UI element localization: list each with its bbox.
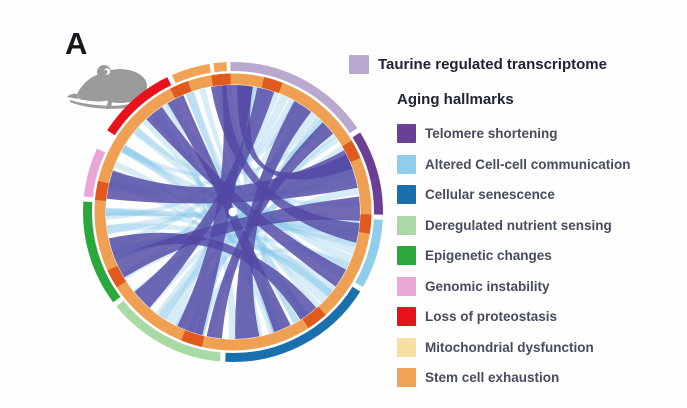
panel-label: A xyxy=(65,26,88,61)
taurine-label: Taurine regulated transcriptome xyxy=(378,56,607,73)
legend-item-label: Altered Cell-cell communication xyxy=(425,156,631,172)
outer-arc xyxy=(352,132,383,215)
legend-item-label: Telomere shortening xyxy=(425,126,558,141)
chord-blue xyxy=(142,118,300,324)
legend-item-label: Stem cell exhaustion xyxy=(425,370,560,385)
chord-blue xyxy=(185,91,308,320)
chord-blue xyxy=(107,102,305,194)
chord-blue xyxy=(121,145,355,255)
chord-purple xyxy=(134,87,275,308)
chord-purple xyxy=(206,122,334,339)
legend-item: Altered Cell-cell communication xyxy=(397,154,684,174)
chord-purple xyxy=(106,150,358,204)
inner-ring-block xyxy=(261,77,283,93)
legend-item: Cellular senescence xyxy=(397,185,684,204)
outer-arc xyxy=(83,148,106,198)
legend-swatch xyxy=(397,246,416,265)
chord-blue xyxy=(106,168,356,235)
legend-item-label: Loss of proteostasis xyxy=(425,309,558,324)
outer-arc xyxy=(83,201,121,303)
chord-blue xyxy=(106,223,334,297)
legend-item-label: Epigenetic changes xyxy=(425,248,552,263)
outer-arc xyxy=(116,300,221,362)
legend-swatch xyxy=(397,276,416,296)
outer-arc xyxy=(230,62,358,134)
legend-item: Deregulated nutrient sensing xyxy=(397,215,684,235)
legend-item-label: Genomic instability xyxy=(425,278,550,294)
chord-blue xyxy=(145,136,339,309)
legend: Taurine regulated transcriptome Aging ha… xyxy=(349,55,684,387)
legend-swatch xyxy=(397,215,416,235)
legend-item: Telomere shortening xyxy=(397,124,684,143)
chord-blue xyxy=(151,109,238,339)
chord-blue xyxy=(120,144,328,304)
legend-swatch xyxy=(397,154,416,174)
legend-item: Epigenetic changes xyxy=(397,246,684,265)
outer-arc xyxy=(171,63,212,84)
legend-item-label: Mitochondrial dysfunction xyxy=(425,339,594,355)
chord-blue xyxy=(199,88,309,318)
legend-item-label: Cellular senescence xyxy=(425,187,555,202)
legend-swatch xyxy=(397,337,416,357)
legend-item-taurine: Taurine regulated transcriptome xyxy=(349,55,684,74)
chord-blue xyxy=(106,208,357,249)
inner-ring xyxy=(94,73,372,351)
legend-swatch xyxy=(397,124,416,143)
legend-item-label: Deregulated nutrient sensing xyxy=(425,217,612,233)
legend-item: Stem cell exhaustion xyxy=(397,368,684,387)
outer-arc xyxy=(213,62,227,73)
chord-purple xyxy=(108,232,317,320)
legend-items: Telomere shortening Altered Cell-cell com… xyxy=(397,124,684,387)
legend-swatch xyxy=(397,185,416,204)
inner-ring-block xyxy=(107,265,127,288)
legend-item: Genomic instability xyxy=(397,276,684,296)
legend-swatch xyxy=(397,368,416,387)
inner-ring-block xyxy=(211,73,231,87)
inner-ring-block xyxy=(95,180,109,201)
legend-item: Loss of proteostasis xyxy=(397,307,684,326)
center-dot xyxy=(228,207,238,217)
chord-purple xyxy=(146,106,347,287)
inner-ring-block xyxy=(181,330,205,347)
inner-ring-block xyxy=(342,140,361,163)
inner-ring-block xyxy=(170,81,192,99)
outer-arc xyxy=(225,286,361,362)
chord-purple xyxy=(237,85,353,180)
inner-ring-block xyxy=(358,214,372,234)
chord-purple xyxy=(210,85,360,243)
legend-item: Mitochondrial dysfunction xyxy=(397,337,684,357)
legend-header-aging-hallmarks: Aging hallmarks xyxy=(397,91,514,108)
taurine-swatch xyxy=(349,55,369,74)
inner-ring-block xyxy=(302,306,326,329)
chord-blue xyxy=(112,237,339,291)
outer-arc xyxy=(355,219,383,287)
chord-blue xyxy=(106,207,359,239)
legend-swatch xyxy=(397,307,416,326)
outer-arc xyxy=(107,77,172,136)
